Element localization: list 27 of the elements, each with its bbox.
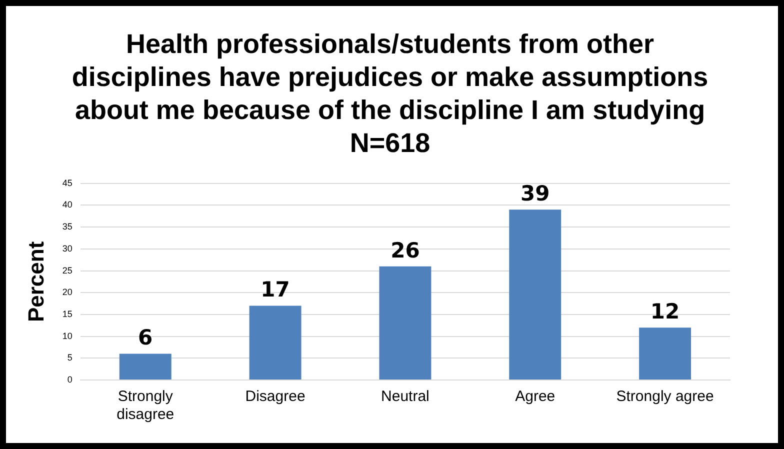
x-tick-label: Agree [515,388,556,406]
data-label: 26 [390,238,420,262]
data-label: 6 [138,326,153,350]
y-tick-label: 5 [67,352,72,363]
y-tick-label: 30 [62,243,72,254]
y-tick-label: 10 [62,330,72,341]
bar [379,266,432,380]
x-tick-label: Strongly agree [616,388,714,406]
y-tick-label: 15 [62,308,72,319]
x-tick-label: Disagree [245,388,306,406]
data-label: 12 [650,300,680,324]
y-tick-label: 0 [67,374,72,384]
x-tick-label: Strongly disagree [116,388,174,424]
x-tick-label: Neutral [381,388,430,406]
bar [119,354,172,380]
y-tick-label: 25 [62,265,72,276]
y-tick-label: 20 [62,287,72,298]
y-tick-label: 35 [62,222,72,232]
data-label: 39 [520,182,550,206]
data-label: 17 [260,278,290,302]
bar [639,328,692,380]
chart-title: Health professionals/students from other disciplines have prejudices or make assumptions about me because of the discipline I am studying N=618 [70,28,710,160]
y-tick-label: 45 [62,178,72,188]
y-tick-label: 40 [62,200,72,210]
bar [509,210,562,380]
bar [249,306,302,380]
y-axis-title: Percent [23,240,48,322]
